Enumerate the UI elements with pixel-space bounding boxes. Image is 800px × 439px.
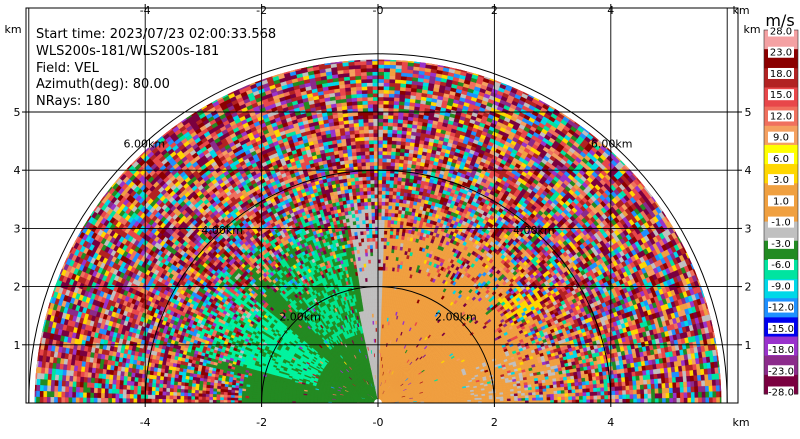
colorbar-tick-label: 23.0 <box>770 48 792 59</box>
field-text: Field: VEL <box>36 61 100 76</box>
colorbar-tick-label: -1.0 <box>771 218 791 229</box>
range-ring-label: 4.00km <box>513 224 555 237</box>
y-tick-label-left: 4 <box>14 164 21 177</box>
start-time-text: Start time: 2023/07/23 02:00:33.568 <box>36 27 276 42</box>
range-ring-label: 2.00km <box>279 310 321 323</box>
colorbar-tick-label: -23.0 <box>768 366 794 377</box>
x-tick-label-bottom: -4 <box>140 416 151 429</box>
colorbar-title: m/s <box>765 11 794 30</box>
y-tick-label-right: 2 <box>745 281 752 294</box>
x-tick-label-top: -4 <box>140 4 151 17</box>
x-tick-label-bottom: 4 <box>607 416 614 429</box>
x-tick-label-bottom: 2 <box>491 416 498 429</box>
colorbar-tick-label: -15.0 <box>768 324 794 335</box>
y-tick-label-left: 1 <box>14 339 21 352</box>
colorbar-tick-label: -3.0 <box>771 239 791 250</box>
colorbar-tick-label: -18.0 <box>768 345 794 356</box>
colorbar: 28.023.018.015.012.09.06.03.01.0-1.0-3.0… <box>764 11 798 399</box>
x-tick-label-bottom: -0 <box>373 416 384 429</box>
y-tick-label-right: 4 <box>745 164 752 177</box>
colorbar-tick-label: -9.0 <box>771 281 791 292</box>
colorbar-tick-label: 9.0 <box>773 133 789 144</box>
instrument-text: WLS200s-181/WLS200s-181 <box>36 44 219 59</box>
unit-label: km <box>732 416 749 429</box>
unit-label: km <box>4 23 21 36</box>
y-tick-label-right: 1 <box>745 339 752 352</box>
x-tick-label-top: -0 <box>373 4 384 17</box>
x-tick-label-top: 2 <box>491 4 498 17</box>
colorbar-tick-label: -28.0 <box>768 388 794 399</box>
colorbar-tick-label: 1.0 <box>773 196 789 207</box>
y-tick-label-left: 5 <box>14 106 21 119</box>
x-tick-label-bottom: -2 <box>256 416 267 429</box>
y-tick-label-left: 3 <box>14 222 21 235</box>
colorbar-tick-label: 6.0 <box>773 154 789 165</box>
y-tick-label-right: 5 <box>745 106 752 119</box>
range-ring-label: 4.00km <box>201 224 243 237</box>
y-tick-label-left: 2 <box>14 281 21 294</box>
range-ring-label: 6.00km <box>124 137 166 150</box>
range-ring-label: 2.00km <box>435 310 477 323</box>
colorbar-tick-label: 3.0 <box>773 175 789 186</box>
colorbar-tick-label: 15.0 <box>770 90 792 101</box>
colorbar-tick-label: 12.0 <box>770 111 792 122</box>
y-tick-label-right: 3 <box>745 222 752 235</box>
x-tick-label-top: -2 <box>256 4 267 17</box>
colorbar-tick-label: -12.0 <box>768 303 794 314</box>
range-ring-label: 6.00km <box>591 137 633 150</box>
unit-label: km <box>743 23 760 36</box>
x-tick-label-top: 4 <box>607 4 614 17</box>
nrays-text: NRays: 180 <box>36 94 110 109</box>
unit-label: km <box>732 4 749 17</box>
colorbar-tick-label: 18.0 <box>770 69 792 80</box>
colorbar-tick-label: -6.0 <box>771 260 791 271</box>
azimuth-text: Azimuth(deg): 80.00 <box>36 77 170 92</box>
